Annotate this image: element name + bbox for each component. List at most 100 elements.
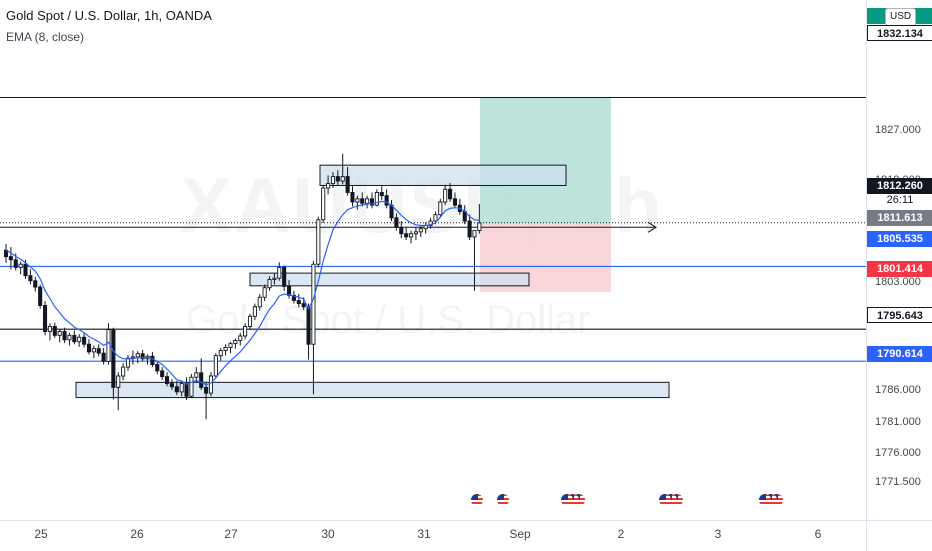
candle-body — [262, 287, 267, 298]
candle-body — [174, 386, 179, 393]
candle-body — [369, 198, 375, 206]
symbol-title[interactable]: Gold Spot / U.S. Dollar, 1h, OANDA — [6, 8, 212, 23]
candle-body — [394, 217, 399, 228]
chart-canvas[interactable] — [0, 0, 866, 520]
target-zone — [480, 96, 611, 224]
date-label-sep: Sep — [509, 527, 531, 541]
chart-plot-area[interactable]: XAUUSD, 1h Gold Spot / U.S. Dollar Gold … — [0, 0, 866, 520]
candle-body — [355, 198, 360, 203]
candle-body — [384, 195, 389, 206]
candle-body — [155, 364, 160, 372]
candle-body — [199, 372, 204, 388]
support-resistance-zone — [75, 381, 670, 399]
candle-body — [28, 275, 33, 282]
support-resistance-zone — [319, 164, 567, 186]
blue-line-lower-price-tag: 1790.614 — [867, 346, 932, 362]
candle-body — [247, 315, 253, 327]
ema-line — [5, 200, 480, 386]
date-label-26: 26 — [130, 527, 144, 541]
candle-body — [399, 226, 404, 235]
bar-countdown: 26:11 — [886, 194, 914, 206]
price-axis[interactable]: 1827.0001819.0001803.0001798.0001792.000… — [866, 0, 932, 520]
candle-body — [379, 192, 384, 197]
us-event-icon[interactable] — [558, 491, 578, 511]
date-label-27: 27 — [224, 527, 238, 541]
candle-body — [360, 198, 365, 204]
candle-body — [194, 372, 199, 378]
candle-body — [101, 352, 106, 362]
us-event-icon[interactable] — [656, 491, 676, 511]
price-tick-label: 1803.000 — [875, 276, 921, 288]
candle-body — [438, 201, 443, 216]
candle-body — [277, 266, 282, 279]
candle-body — [267, 279, 272, 289]
candle-body — [140, 353, 145, 360]
candle-body — [204, 386, 209, 394]
price-tick-label: 1781.000 — [875, 415, 921, 428]
time-axis[interactable]: 25 26 27 30 31 Sep 2 3 6 — [0, 520, 866, 551]
date-label-6: 6 — [814, 527, 822, 541]
candle-body — [335, 176, 340, 182]
candle-body — [52, 326, 57, 336]
ema-legend[interactable]: EMA (8, close) — [6, 30, 85, 44]
candle-body — [121, 366, 126, 377]
candle-body — [257, 296, 262, 308]
candle-body — [365, 198, 370, 204]
candle-body — [477, 222, 482, 232]
date-label-30: 30 — [321, 527, 335, 541]
candle-body — [467, 220, 472, 238]
candle-body — [330, 176, 336, 185]
candle-body — [418, 228, 423, 233]
candle-body — [91, 348, 96, 353]
price-tick-label: 1786.000 — [875, 383, 921, 396]
candle-body — [252, 306, 257, 317]
candle-body — [116, 375, 121, 388]
candle-body — [404, 233, 409, 238]
candle-body — [208, 375, 214, 394]
candle-body — [238, 335, 243, 341]
candle-body — [233, 339, 238, 345]
blue-line-upper-price-tag: 1805.535 — [867, 231, 932, 247]
currency-selector[interactable]: USD — [885, 8, 917, 26]
candle-body — [243, 326, 248, 337]
candle-body — [316, 219, 321, 265]
candle-body — [301, 303, 306, 308]
candle-body — [272, 277, 277, 280]
candle-body — [340, 176, 345, 182]
candle-body — [311, 263, 316, 345]
candle-body — [408, 233, 414, 238]
date-label-31: 31 — [417, 527, 431, 541]
candle-body — [82, 336, 87, 345]
candle-body — [326, 183, 331, 189]
candle-body — [33, 280, 38, 288]
candle-body — [57, 331, 62, 336]
candle-body — [111, 329, 116, 388]
candle-body — [428, 220, 433, 226]
candle-body — [452, 198, 458, 206]
candle-body — [345, 176, 350, 193]
candle-body — [62, 331, 67, 341]
candle-body — [164, 376, 170, 385]
us-event-icon[interactable] — [756, 491, 776, 511]
candle-body — [8, 256, 13, 261]
candle-body — [18, 263, 23, 268]
top-line-price-tag: 1832.134 — [867, 25, 932, 41]
candle-body — [47, 326, 52, 332]
stop-price-tag: 1801.414 — [867, 261, 932, 277]
candle-body — [169, 383, 174, 388]
candle-body — [286, 285, 292, 296]
candle-body — [184, 383, 189, 397]
candle-body — [86, 343, 92, 353]
candle-body — [3, 249, 9, 258]
candle-body — [77, 336, 82, 343]
us-event-icon[interactable] — [468, 491, 488, 511]
candle-body — [306, 306, 311, 345]
candle-body — [23, 263, 28, 277]
us-event-icon[interactable] — [494, 491, 514, 511]
last-price-tag: 1812.260 — [867, 178, 932, 194]
candle-body — [321, 187, 326, 221]
candle-body — [213, 355, 218, 377]
candle-body — [296, 299, 301, 305]
candle-body — [38, 286, 43, 306]
